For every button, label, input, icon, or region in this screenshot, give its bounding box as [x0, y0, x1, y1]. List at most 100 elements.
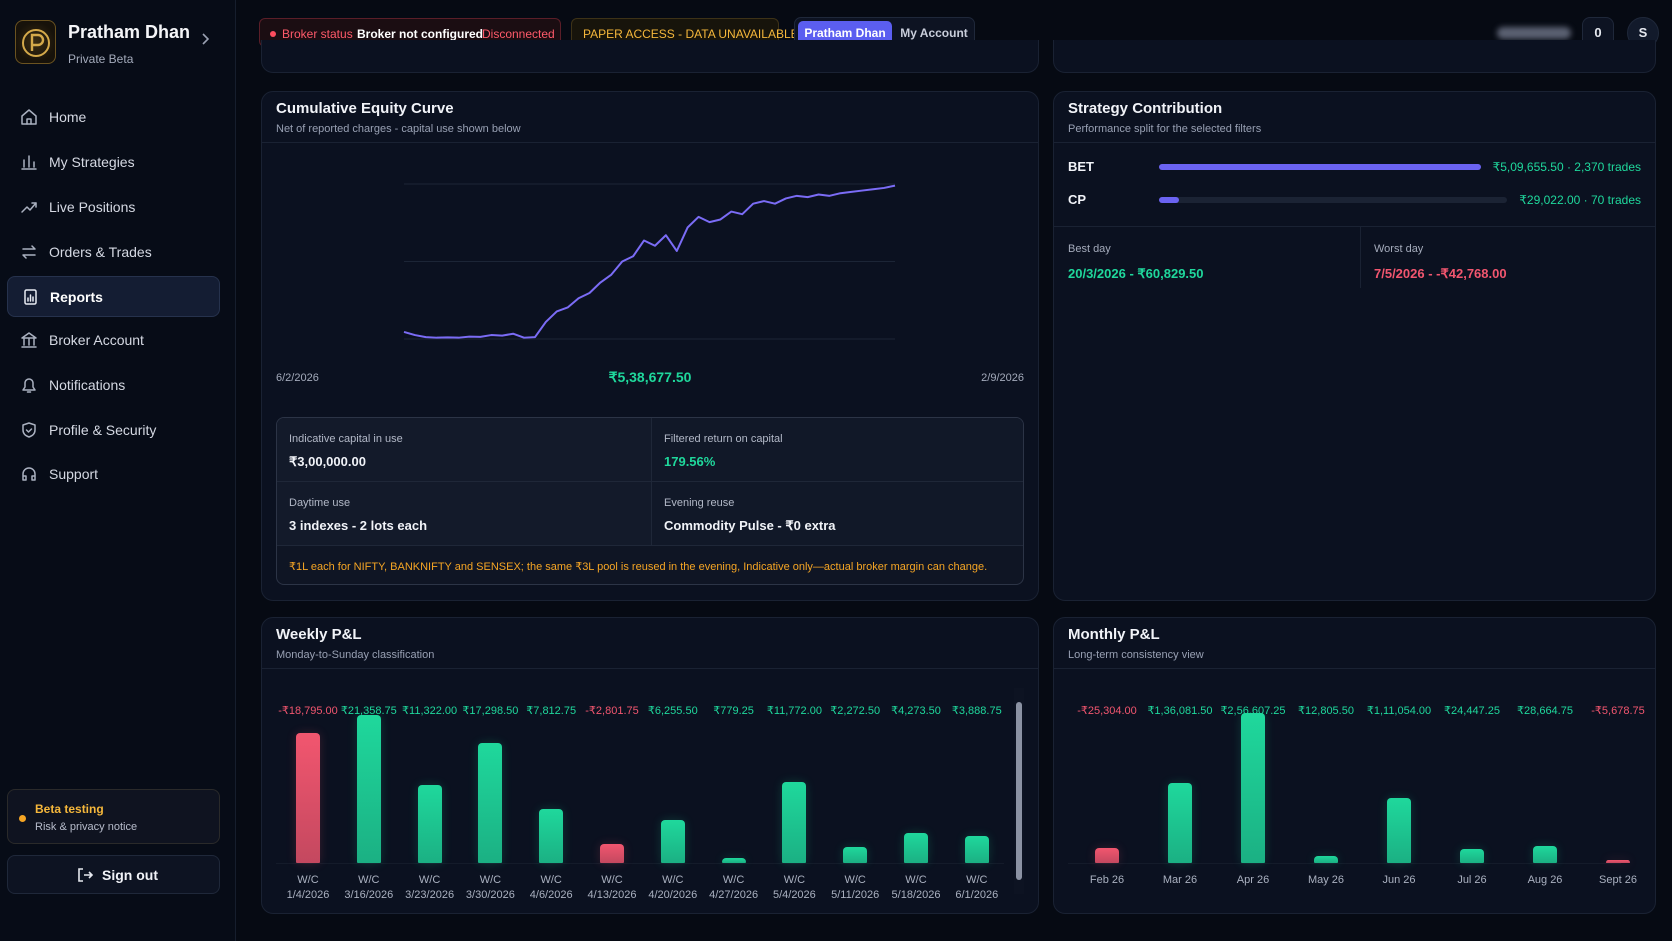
pnl-card: Weekly P&L Monday-to-Sunday classificatio… — [261, 617, 1039, 914]
x-tick-label: Jul 26 — [1457, 874, 1487, 886]
x-tick-label: May 26 — [1307, 874, 1345, 886]
broker-state: Disconnected — [482, 27, 555, 41]
icon — [21, 332, 37, 348]
bar — [904, 833, 928, 863]
bar — [782, 781, 807, 863]
bar — [660, 819, 685, 863]
strategy-label: ₹29,022.00 · 70 trades — [1519, 193, 1641, 207]
bar — [964, 836, 989, 863]
strategy-name: BET — [1068, 159, 1094, 174]
baseline — [1068, 863, 1621, 864]
icon — [21, 109, 37, 125]
divider — [1054, 226, 1655, 227]
nav-item[interactable]: Broker Account — [7, 320, 220, 361]
strategy-card: Strategy Contribution Performance split f… — [1053, 91, 1656, 601]
capital-label: Daytime use — [289, 497, 351, 509]
capital-label: Evening reuse — [664, 497, 735, 509]
logo — [15, 20, 56, 64]
x-tick-label: W/C 4/13/2026 — [587, 874, 637, 901]
x-tick-label: W/C 5/18/2026 — [891, 874, 941, 901]
capital-box: Indicative capital in use ₹3,00,000.00 Fil… — [276, 417, 1024, 585]
icon — [22, 422, 36, 438]
divider — [1360, 226, 1361, 288]
strategy-bar — [1159, 197, 1179, 203]
bar — [1387, 798, 1411, 863]
card-title: Monthly P&L — [1068, 626, 1160, 643]
bar — [417, 784, 442, 863]
nav-icon — [19, 107, 39, 127]
value-label: ₹28,664.75 — [1517, 705, 1573, 717]
value-label: ₹24,447.25 — [1444, 705, 1500, 717]
x-tick-label: W/C 3/30/2026 — [465, 874, 515, 901]
scroll-thumb[interactable] — [1016, 702, 1022, 880]
value-label: ₹779.25 — [713, 705, 754, 717]
beta-dot — [19, 815, 26, 822]
card-subtitle: Net of reported charges - capital use sh… — [276, 123, 521, 135]
card-title: Weekly P&L — [276, 626, 362, 643]
nav-item[interactable]: Notifications — [7, 365, 220, 406]
bar — [478, 743, 503, 863]
x-tick-label: W/C 4/20/2026 — [648, 874, 698, 901]
bar — [1314, 855, 1338, 863]
card-subtitle: Long-term consistency view — [1068, 649, 1204, 661]
icon — [22, 467, 36, 481]
value-label: ₹17,298.50 — [462, 705, 519, 717]
icon — [22, 245, 36, 259]
x-tick-label: Sept 26 — [1599, 874, 1637, 886]
icon — [24, 289, 37, 305]
status-dot — [270, 31, 276, 37]
value-label: -₹5,678.75 — [1591, 705, 1645, 717]
card-subtitle: Performance split for the selected filte… — [1068, 123, 1262, 135]
nav-item[interactable]: Support — [7, 454, 220, 495]
nav-item[interactable]: Orders & Trades — [7, 232, 220, 273]
x-tick-label: W/C 3/16/2026 — [344, 874, 394, 901]
icon — [21, 202, 37, 213]
x-start-label: 6/2/2026 — [276, 372, 319, 384]
sign-out-label: Sign out — [102, 867, 158, 883]
bar — [1533, 846, 1557, 863]
baseline — [276, 863, 1004, 864]
x-tick-label: Aug 26 — [1527, 874, 1563, 886]
nav-item[interactable]: Reports — [7, 276, 220, 317]
icon — [21, 155, 37, 170]
strategy-label: ₹5,09,655.50 · 2,370 trades — [1492, 160, 1641, 174]
value-label: ₹2,272.50 — [830, 705, 881, 717]
capital-note: ₹1L each for NIFTY, BANKNIFTY and SENSEX… — [289, 561, 988, 573]
nav-item[interactable]: Profile & Security — [7, 410, 220, 451]
beta-box[interactable]: Beta testing Risk & privacy notice — [7, 789, 220, 844]
value-label: ₹6,255.50 — [647, 705, 698, 717]
value-label: -₹25,304.00 — [1077, 705, 1137, 717]
bar — [1095, 848, 1119, 863]
capital-value: 179.56% — [664, 454, 716, 469]
x-tick-label: W/C 4/6/2026 — [529, 874, 573, 901]
capital-value: 3 indexes - 2 lots each — [289, 518, 428, 533]
x-tick-label: W/C 5/11/2026 — [831, 874, 880, 901]
icon — [22, 378, 36, 393]
strategy-track — [1159, 197, 1507, 203]
divider — [1054, 668, 1655, 669]
value-label: ₹21,358.75 — [340, 705, 397, 717]
x-tick-label: Jun 26 — [1382, 874, 1416, 886]
value-label: ₹12,805.50 — [1298, 705, 1354, 717]
bar — [600, 843, 624, 863]
nav-item[interactable]: Home — [7, 97, 220, 138]
capital-label: Filtered return on capital — [664, 433, 783, 445]
sign-out[interactable]: Sign out — [7, 855, 220, 894]
worst-label: Worst day — [1374, 243, 1424, 255]
tab[interactable]: My Account — [900, 26, 968, 40]
value-label: ₹1,36,081.50 — [1147, 705, 1213, 717]
brand-subtitle: Private Beta — [68, 52, 134, 66]
nav-item[interactable]: Live Positions — [7, 187, 220, 228]
nav-item[interactable]: My Strategies — [7, 142, 220, 183]
nav-label: Broker Account — [49, 332, 144, 348]
bar — [1241, 712, 1265, 863]
bar — [843, 847, 868, 863]
value-label: ₹11,772.00 — [766, 705, 822, 717]
value-label: ₹11,322.00 — [402, 705, 458, 717]
nav-icon — [20, 287, 40, 307]
nav-label: Support — [49, 466, 99, 482]
bar — [296, 733, 320, 863]
divider — [262, 142, 1038, 143]
